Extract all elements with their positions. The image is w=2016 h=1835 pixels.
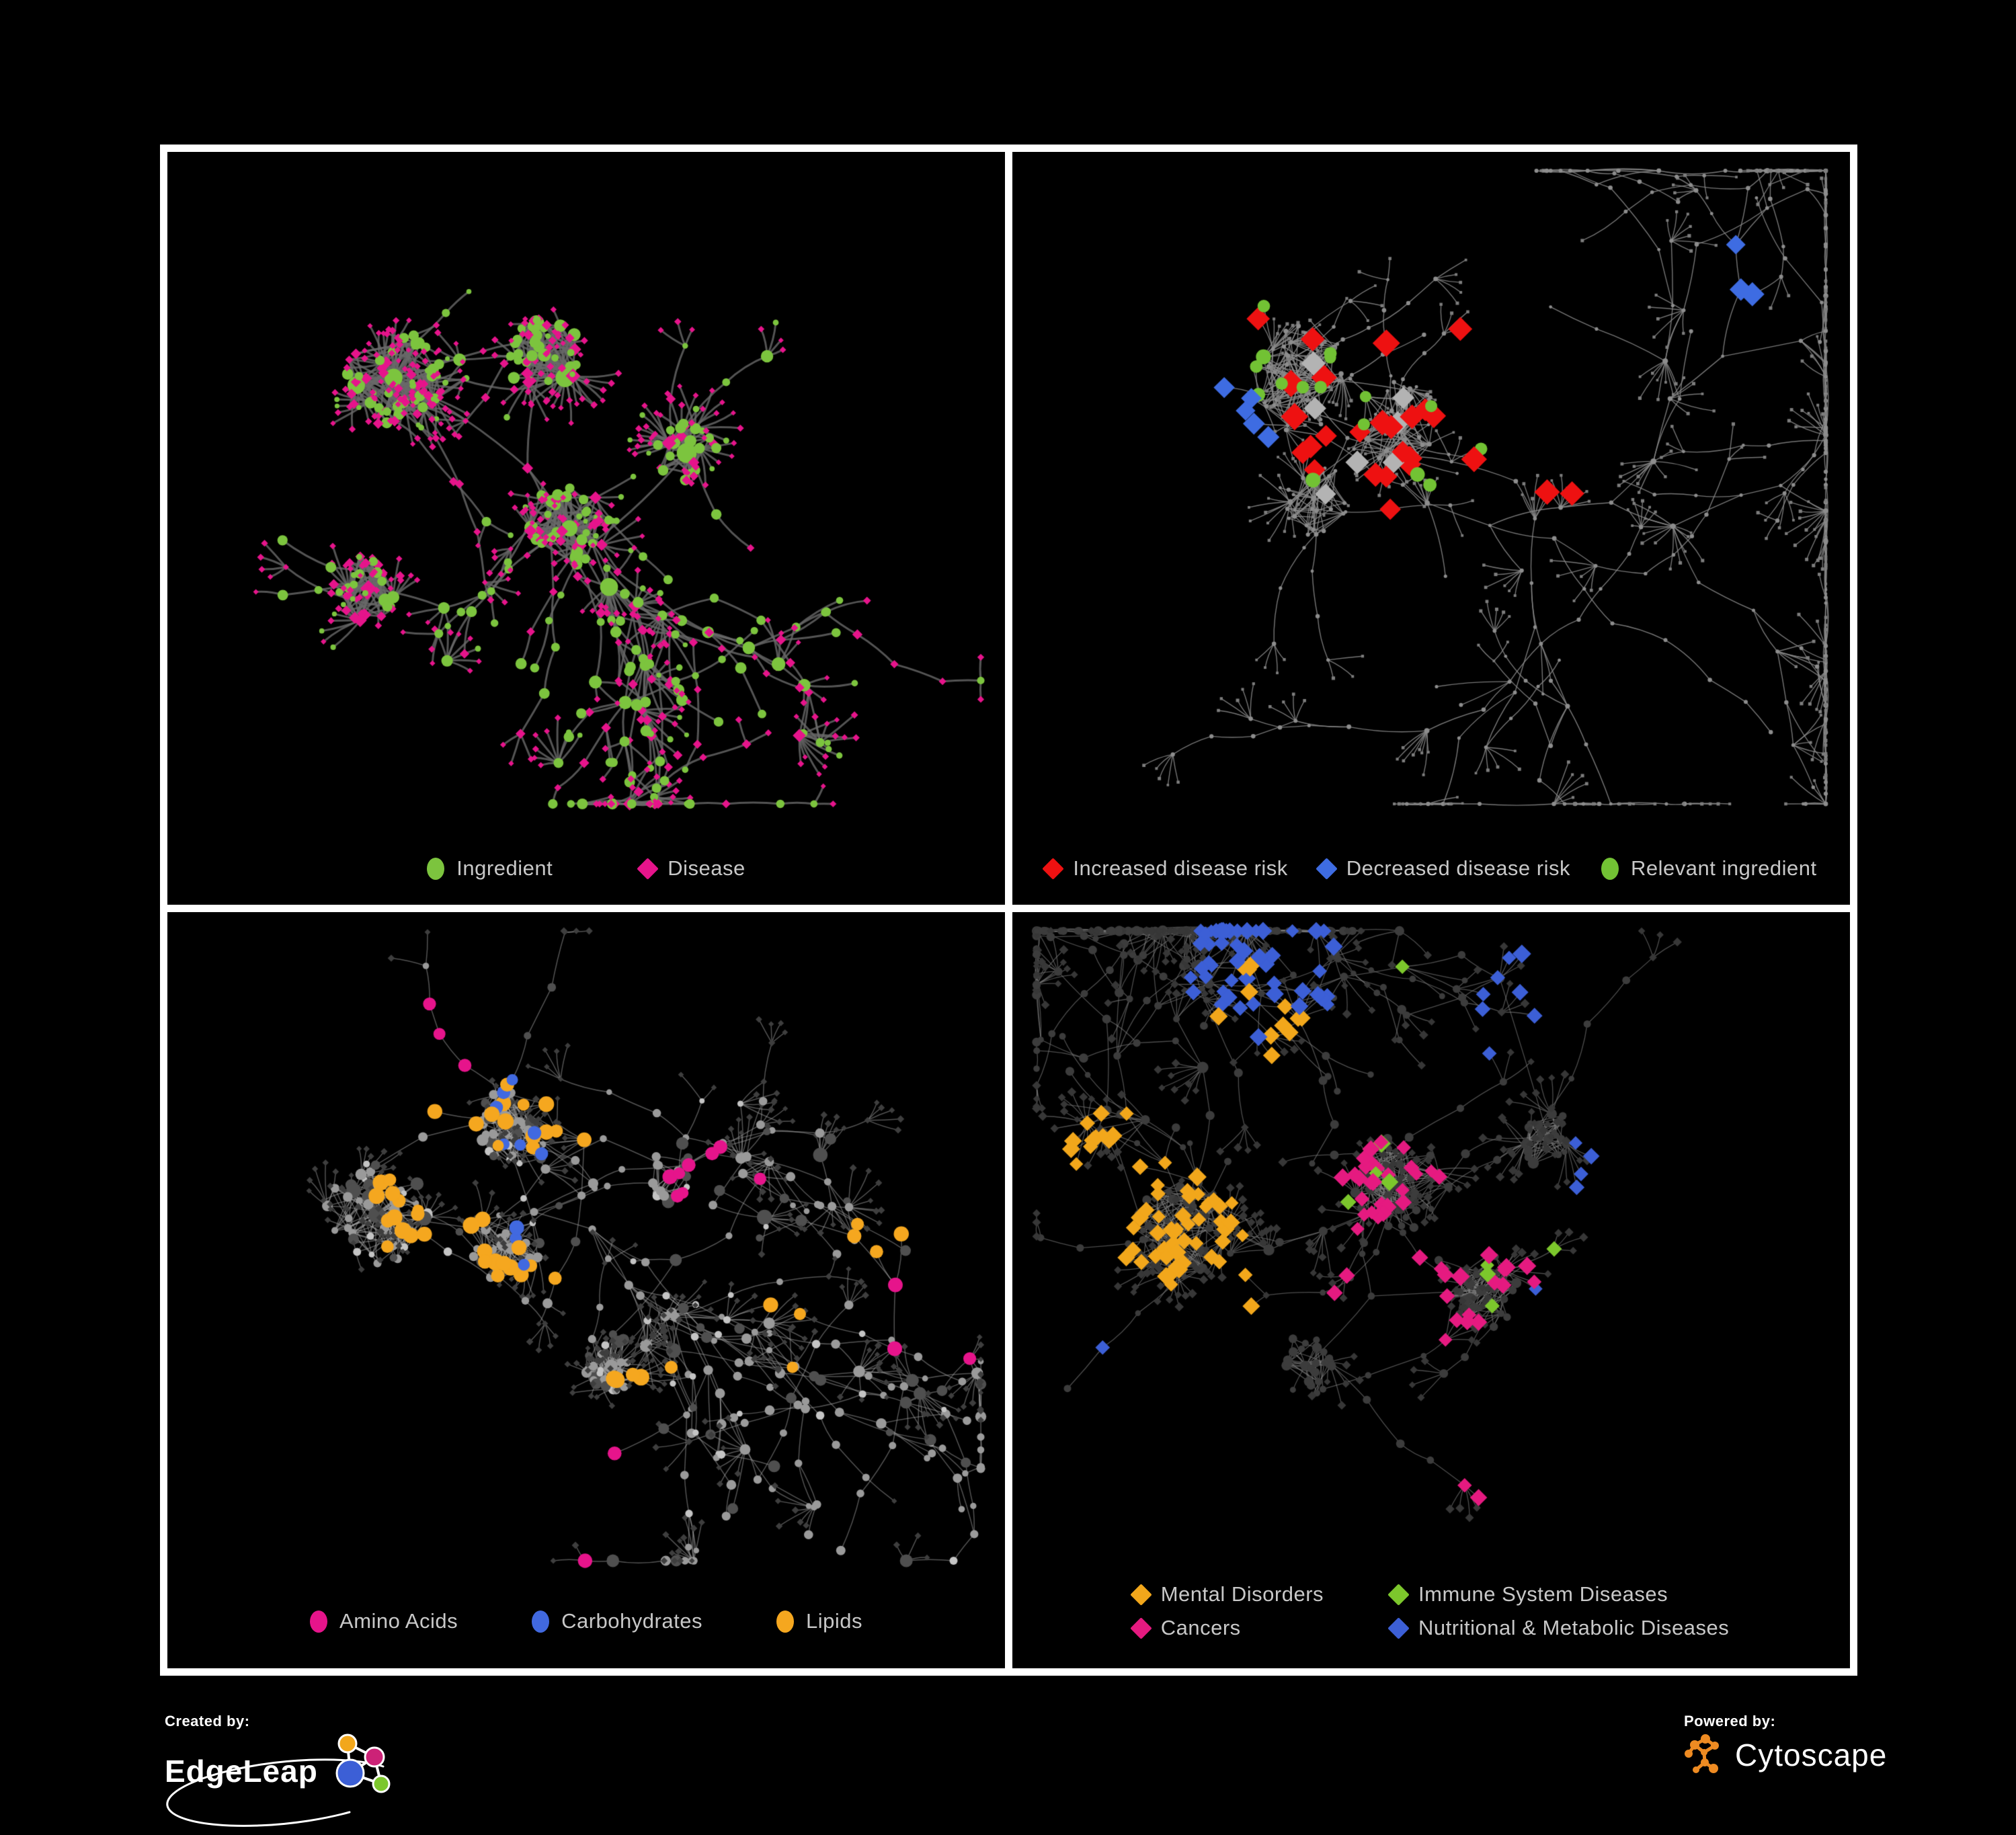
legend-item: Carbohydrates [532, 1609, 702, 1633]
network-graph-canvas [167, 912, 1005, 1668]
relevant-ingredient-marker-icon [1601, 857, 1619, 880]
legend-item: Disease [637, 856, 745, 881]
legend-label: Lipids [805, 1609, 862, 1633]
network-graph-canvas [167, 152, 1005, 905]
legend-disease-classes: Mental Disorders Immune System Diseases … [1012, 1582, 1850, 1640]
ingredient-marker-icon [427, 857, 445, 880]
created-by-label: Created by: [165, 1713, 250, 1729]
legend-label: Cancers [1160, 1616, 1241, 1639]
decreased-risk-marker-icon [1316, 857, 1338, 880]
network-graph-canvas [1012, 912, 1850, 1668]
edgeleap-logo-icon [335, 1734, 391, 1793]
lipids-marker-icon [776, 1610, 794, 1633]
created-by-block: Created by: EdgeLeap [165, 1713, 396, 1827]
nutritional-metabolic-diseases-marker-icon [1387, 1617, 1410, 1639]
disease-marker-icon [637, 857, 659, 880]
edgeleap-brand: EdgeLeap [165, 1754, 318, 1789]
legend-item: Amino Acids [310, 1609, 458, 1633]
panel-disease-risk: Increased disease risk Decreased disease… [1005, 145, 1857, 912]
legend-item: Immune System Diseases [1387, 1582, 1729, 1606]
legend-item: Nutritional & Metabolic Diseases [1387, 1616, 1730, 1640]
legend-item: Relevant ingredient [1601, 856, 1817, 881]
legend-label: Ingredient [456, 856, 553, 880]
legend-label: Immune System Diseases [1418, 1582, 1668, 1606]
legend-item: Mental Disorders [1129, 1582, 1324, 1606]
carbohydrates-marker-icon [532, 1610, 550, 1633]
legend-item: Decreased disease risk [1316, 856, 1570, 881]
cancers-marker-icon [1129, 1617, 1152, 1639]
legend-item: Ingredient [427, 856, 553, 881]
powered-by-label: Powered by: [1684, 1713, 1776, 1729]
panel-ingredient-disease: Ingredient Disease [160, 145, 1012, 912]
cytoscape-brand: Cytoscape [1735, 1738, 1888, 1772]
network-graph-canvas [1012, 152, 1850, 905]
legend-label: Increased disease risk [1073, 856, 1288, 880]
legend-ingredient-disease: Ingredient Disease [167, 856, 1005, 881]
legend-item: Cancers [1129, 1616, 1324, 1640]
legend-label: Decreased disease risk [1346, 856, 1570, 880]
legend-label: Relevant ingredient [1631, 856, 1817, 880]
panel-nutrient-classes: Amino Acids Carbohydrates Lipids [160, 905, 1012, 1676]
amino-acids-marker-icon [310, 1610, 328, 1633]
legend-nutrient-classes: Amino Acids Carbohydrates Lipids [167, 1609, 1005, 1633]
legend-disease-risk: Increased disease risk Decreased disease… [1012, 856, 1850, 881]
powered-by-block: Powered by: [1684, 1713, 1887, 1776]
legend-item: Increased disease risk [1042, 856, 1288, 881]
panel-disease-classes: Mental Disorders Immune System Diseases … [1005, 905, 1857, 1676]
legend-label: Mental Disorders [1160, 1582, 1324, 1606]
legend-label: Carbohydrates [561, 1609, 702, 1633]
mental-disorders-marker-icon [1129, 1583, 1152, 1606]
cytoscape-logo-icon [1685, 1734, 1719, 1773]
legend-label: Nutritional & Metabolic Diseases [1418, 1616, 1730, 1639]
legend-item: Lipids [776, 1609, 862, 1633]
legend-label: Disease [668, 856, 745, 880]
immune-system-diseases-marker-icon [1387, 1583, 1410, 1606]
increased-risk-marker-icon [1042, 857, 1065, 880]
legend-label: Amino Acids [339, 1609, 458, 1633]
